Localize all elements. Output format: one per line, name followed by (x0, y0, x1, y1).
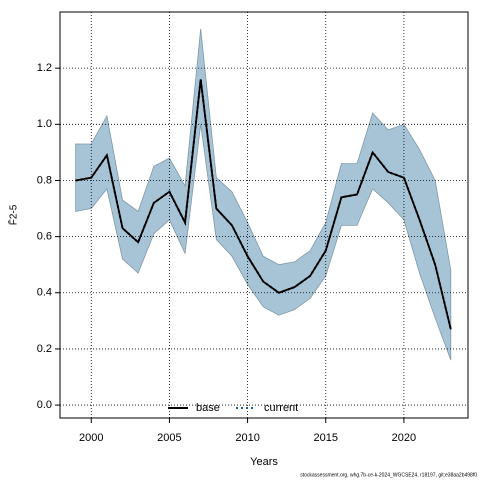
x-tick-label: 2015 (314, 432, 338, 444)
y-tick-label: 0.8 (37, 174, 52, 186)
line (75, 79, 452, 330)
legend-label: base (196, 402, 220, 414)
plot-frame (59, 11, 469, 419)
x-tick-label: 2005 (157, 432, 181, 444)
y-tick-label: 0.0 (37, 399, 52, 411)
x-tick-label: 2020 (392, 432, 416, 444)
x-tick-label: 2010 (235, 432, 259, 444)
confidence-band (75, 28, 452, 361)
footer: stockassessment.org, whg.7b-ce-k-2024_WG… (300, 472, 477, 478)
legend-label: current (264, 402, 298, 414)
y-tick-label: 1.2 (37, 62, 52, 74)
y-tick-label: 0.6 (37, 231, 52, 243)
x-axis-label: Years (250, 456, 278, 468)
y-tick-label: 0.2 (37, 343, 52, 355)
y-axis-label: F̄2-5 (7, 204, 20, 225)
x-tick-label: 2000 (79, 432, 103, 444)
y-tick-label: 1.0 (37, 118, 52, 130)
y-tick-label: 0.4 (37, 287, 52, 299)
